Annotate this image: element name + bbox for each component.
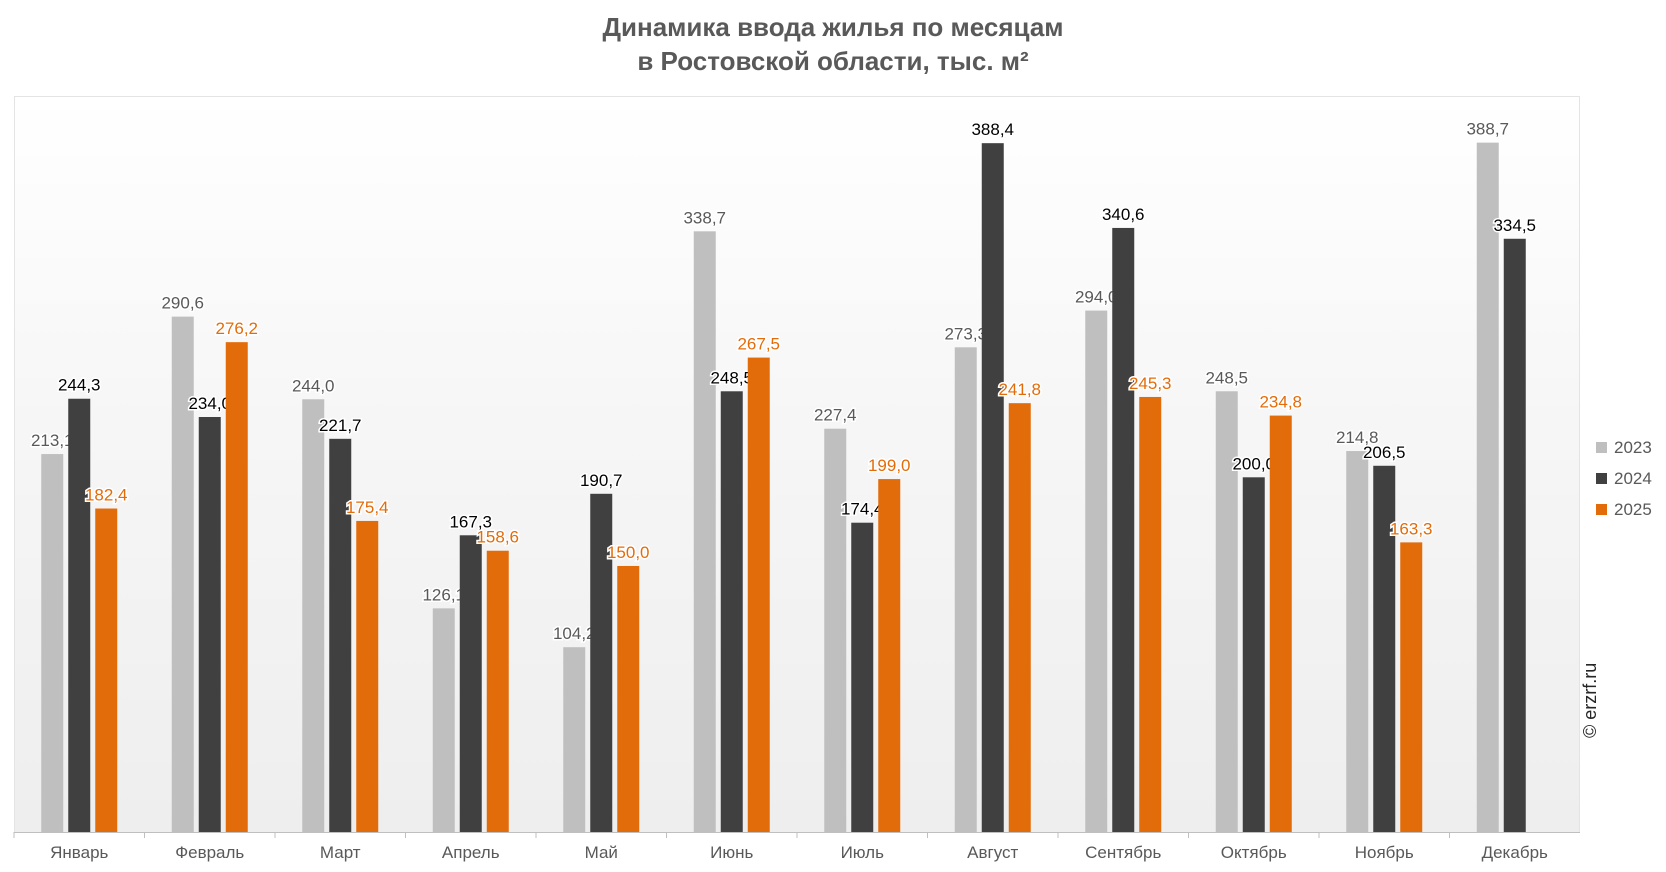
- data-label-2025-3: 175,4: [346, 498, 389, 517]
- bar-2025-8: [1008, 403, 1031, 832]
- legend-item-2023: 2023: [1596, 432, 1652, 463]
- bar-2023-9: [1085, 310, 1108, 832]
- data-label-2024-3: 221,7: [319, 416, 362, 435]
- x-tick-label: Апрель: [442, 843, 500, 862]
- bar-2023-10: [1215, 391, 1238, 832]
- bar-2024-1: [68, 398, 91, 832]
- data-label-2023-5: 104,2: [553, 624, 596, 643]
- legend-label-2024: 2024: [1614, 468, 1652, 488]
- data-label-2025-10: 234,8: [1259, 393, 1302, 412]
- chart-title-line-1: Динамика ввода жилья по месяцам: [602, 12, 1064, 42]
- data-label-2025-4: 158,6: [476, 528, 519, 547]
- data-label-2025-7: 199,0: [868, 456, 911, 475]
- legend-swatch-2025: [1596, 504, 1607, 515]
- bar-2023-1: [41, 454, 64, 832]
- data-label-2025-9: 245,3: [1129, 374, 1172, 393]
- bar-2023-8: [954, 347, 977, 832]
- bar-2025-11: [1400, 542, 1423, 832]
- legend-label-2025: 2025: [1614, 499, 1652, 519]
- x-tick-label: Декабрь: [1482, 843, 1548, 862]
- data-label-2023-2: 290,6: [161, 294, 204, 313]
- data-label-2025-5: 150,0: [607, 543, 650, 562]
- bar-2023-4: [432, 608, 455, 832]
- data-label-2024-2: 234,0: [188, 394, 231, 413]
- data-label-2025-6: 267,5: [737, 335, 780, 354]
- data-label-2024-5: 190,7: [580, 471, 623, 490]
- bar-2024-12: [1503, 238, 1526, 832]
- data-label-2024-9: 340,6: [1102, 205, 1145, 224]
- data-label-2023-3: 244,0: [292, 376, 335, 395]
- x-tick-label: Март: [320, 843, 361, 862]
- bar-2025-4: [486, 550, 509, 832]
- bar-2025-5: [617, 565, 640, 832]
- legend-swatch-2024: [1596, 473, 1607, 484]
- data-label-2023-7: 227,4: [814, 406, 857, 425]
- data-label-2023-8: 273,3: [944, 324, 987, 343]
- data-label-2024-1: 244,3: [58, 376, 101, 395]
- data-label-2023-9: 294,0: [1075, 288, 1118, 307]
- x-tick-label: Октябрь: [1221, 843, 1287, 862]
- x-tick-label: Сентябрь: [1085, 843, 1161, 862]
- data-label-2025-1: 182,4: [85, 486, 128, 505]
- bar-2024-5: [590, 493, 613, 832]
- bar-2023-6: [693, 231, 716, 832]
- bar-2023-11: [1346, 451, 1369, 832]
- data-label-2024-7: 174,4: [841, 500, 884, 519]
- data-label-2025-11: 163,3: [1390, 519, 1433, 538]
- data-label-2024-6: 248,5: [710, 368, 753, 387]
- bar-2025-3: [356, 520, 379, 832]
- bar-2025-10: [1269, 415, 1292, 832]
- legend: 2023 2024 2025: [1596, 432, 1652, 525]
- bar-2024-11: [1373, 465, 1396, 832]
- bar-2024-10: [1242, 477, 1265, 832]
- legend-swatch-2023: [1596, 442, 1607, 453]
- x-tick-label: Август: [967, 843, 1018, 862]
- x-tick-label: Ноябрь: [1355, 843, 1414, 862]
- data-label-2023-6: 338,7: [683, 208, 726, 227]
- bar-2023-3: [302, 399, 325, 832]
- bar-2025-6: [747, 357, 770, 832]
- bar-2025-2: [225, 342, 248, 832]
- legend-item-2024: 2024: [1596, 463, 1652, 494]
- data-label-2023-12: 388,7: [1466, 120, 1509, 139]
- bar-2025-9: [1139, 396, 1162, 832]
- bar-2023-7: [824, 428, 847, 832]
- x-tick-label: Июнь: [710, 843, 753, 862]
- data-label-2023-4: 126,1: [422, 585, 465, 604]
- data-label-2024-8: 388,4: [971, 120, 1014, 139]
- data-label-2024-4: 167,3: [449, 512, 492, 531]
- bar-2025-1: [95, 508, 118, 832]
- bar-2024-9: [1112, 227, 1135, 832]
- plot-area: [14, 96, 1580, 833]
- legend-label-2023: 2023: [1614, 437, 1652, 457]
- data-label-2025-2: 276,2: [215, 319, 258, 338]
- bar-2023-12: [1476, 142, 1499, 832]
- bar-2024-2: [198, 417, 221, 832]
- bar-2024-6: [720, 391, 743, 832]
- data-label-2023-1: 213,1: [31, 431, 74, 450]
- data-label-2023-10: 248,5: [1205, 368, 1248, 387]
- data-label-2024-10: 200,0: [1232, 454, 1275, 473]
- bar-2024-3: [329, 438, 352, 832]
- bar-2023-5: [563, 647, 586, 832]
- chart-title-line-2: в Ростовской области, тыс. м²: [637, 46, 1029, 76]
- x-tick-label: Июль: [841, 843, 885, 862]
- bar-2024-8: [981, 143, 1004, 832]
- x-tick-label: Май: [585, 843, 618, 862]
- data-label-2025-8: 241,8: [998, 380, 1041, 399]
- bar-2024-4: [459, 535, 482, 832]
- bar-2024-7: [851, 522, 874, 832]
- credit-watermark: © erzrf.ru: [1580, 662, 1600, 738]
- x-tick-label: Январь: [50, 843, 108, 862]
- legend-item-2025: 2025: [1596, 494, 1652, 525]
- data-label-2024-12: 334,5: [1493, 216, 1536, 235]
- data-label-2024-11: 206,5: [1363, 443, 1406, 462]
- chart-title: Динамика ввода жилья по месяцам в Ростов…: [0, 10, 1666, 78]
- bar-2025-7: [878, 479, 901, 832]
- data-label-2023-11: 214,8: [1336, 428, 1379, 447]
- x-tick-label: Февраль: [175, 843, 244, 862]
- bar-2023-2: [171, 316, 194, 832]
